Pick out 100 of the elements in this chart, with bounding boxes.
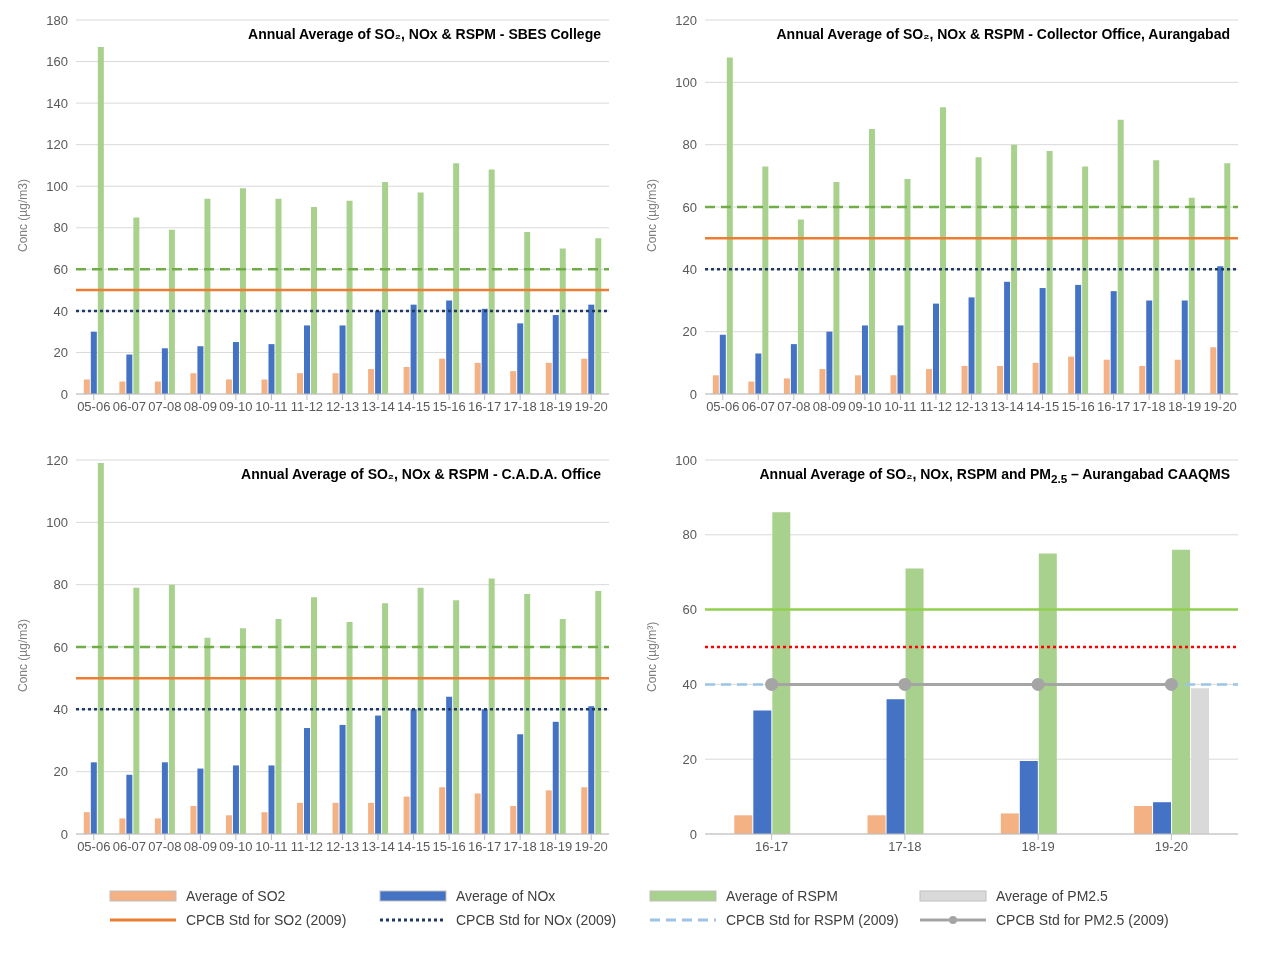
bar	[1011, 144, 1018, 394]
legend-label: CPCB Std for NOx (2009)	[456, 912, 617, 928]
bar	[517, 734, 524, 834]
bar	[726, 57, 733, 394]
bar	[83, 379, 90, 394]
y-tick-label: 60	[682, 199, 697, 215]
bar	[83, 812, 90, 834]
x-tick-label: 07-08	[148, 839, 182, 855]
x-tick-label: 17-18	[1132, 399, 1166, 415]
bar	[719, 334, 726, 394]
x-tick-label: 05-06	[77, 399, 111, 415]
x-tick-label: 18-19	[1168, 399, 1202, 415]
x-tick-label: 11-12	[290, 399, 324, 415]
x-tick-label: 12-13	[325, 839, 360, 855]
x-tick-label: 16-17	[1097, 399, 1131, 415]
x-tick-label: 13-14	[361, 399, 395, 415]
bar	[1000, 813, 1019, 834]
bar	[755, 353, 762, 394]
bar	[1172, 549, 1191, 834]
x-tick-label: 08-09	[183, 839, 217, 855]
bar	[197, 346, 204, 394]
bar	[1134, 805, 1153, 834]
bar	[97, 47, 104, 394]
x-tick-label: 11-12	[290, 839, 324, 855]
bar	[1174, 359, 1181, 394]
bar	[161, 762, 168, 834]
chart-title: Annual Average of SO₂, NOx & RSPM - SBES College	[248, 26, 601, 42]
x-tick-label: 13-14	[361, 839, 395, 855]
x-tick-label: 06-07	[112, 399, 146, 415]
bar	[168, 584, 175, 834]
bar	[581, 358, 588, 394]
x-tick-label: 17-18	[503, 839, 537, 855]
bar	[417, 192, 424, 394]
bar	[1210, 347, 1217, 394]
bar	[867, 815, 886, 834]
bar	[382, 182, 389, 394]
x-tick-label: 12-13	[325, 399, 360, 415]
bar	[890, 375, 897, 394]
y-tick-label: 60	[682, 602, 697, 618]
bar	[97, 463, 104, 834]
bar	[403, 366, 410, 394]
bar	[1103, 359, 1110, 394]
bar	[239, 628, 246, 834]
y-tick-label: 0	[60, 386, 68, 402]
bar	[861, 325, 868, 394]
bar	[439, 787, 446, 834]
bar	[975, 157, 982, 394]
bar	[552, 721, 559, 834]
bar	[417, 587, 424, 834]
x-tick-label: 17-18	[888, 839, 922, 855]
y-axis-title: Conc (µg/m3)	[16, 179, 31, 252]
bar	[133, 587, 140, 834]
y-tick-label: 120	[46, 137, 68, 153]
bar	[410, 304, 417, 394]
bar	[453, 163, 460, 394]
x-tick-label: 18-19	[539, 839, 573, 855]
bar	[346, 200, 353, 394]
bar	[559, 248, 566, 394]
bar	[517, 323, 524, 394]
y-tick-label: 40	[53, 303, 68, 319]
bar	[1039, 288, 1046, 394]
bar	[559, 618, 566, 834]
bar	[1004, 281, 1011, 394]
bar	[712, 375, 719, 394]
bar	[762, 166, 769, 394]
bar	[126, 354, 133, 394]
bar	[1046, 150, 1053, 394]
x-tick-label: 10-11	[884, 399, 917, 415]
x-tick-label: 16-17	[468, 839, 502, 855]
x-tick-label: 18-19	[1021, 839, 1055, 855]
bar	[126, 774, 133, 834]
bar	[510, 371, 517, 394]
bar	[1188, 197, 1195, 394]
bar	[232, 765, 239, 834]
bar	[439, 358, 446, 394]
bar	[926, 369, 933, 394]
x-tick-label: 07-08	[148, 399, 182, 415]
y-tick-label: 20	[53, 764, 68, 780]
bar	[868, 129, 875, 394]
x-tick-label: 10-11	[255, 399, 288, 415]
bar	[297, 802, 304, 834]
bar	[261, 812, 268, 834]
bar	[588, 706, 595, 834]
bar	[595, 238, 602, 394]
bar	[190, 373, 197, 394]
x-tick-label: 18-19	[539, 399, 573, 415]
x-tick-label: 09-10	[848, 399, 882, 415]
bar	[1032, 362, 1039, 394]
legend-label: Average of RSPM	[726, 888, 838, 904]
y-tick-label: 100	[46, 514, 68, 530]
bar	[1075, 284, 1082, 394]
bar	[524, 231, 531, 394]
bar	[311, 207, 318, 394]
bar	[545, 362, 552, 394]
x-tick-label: 16-17	[755, 839, 789, 855]
bar	[410, 709, 417, 834]
legend-label: CPCB Std for PM2.5 (2009)	[996, 912, 1169, 928]
legend-label: CPCB Std for RSPM (2009)	[726, 912, 899, 928]
bar	[797, 219, 804, 394]
bar	[1153, 160, 1160, 394]
